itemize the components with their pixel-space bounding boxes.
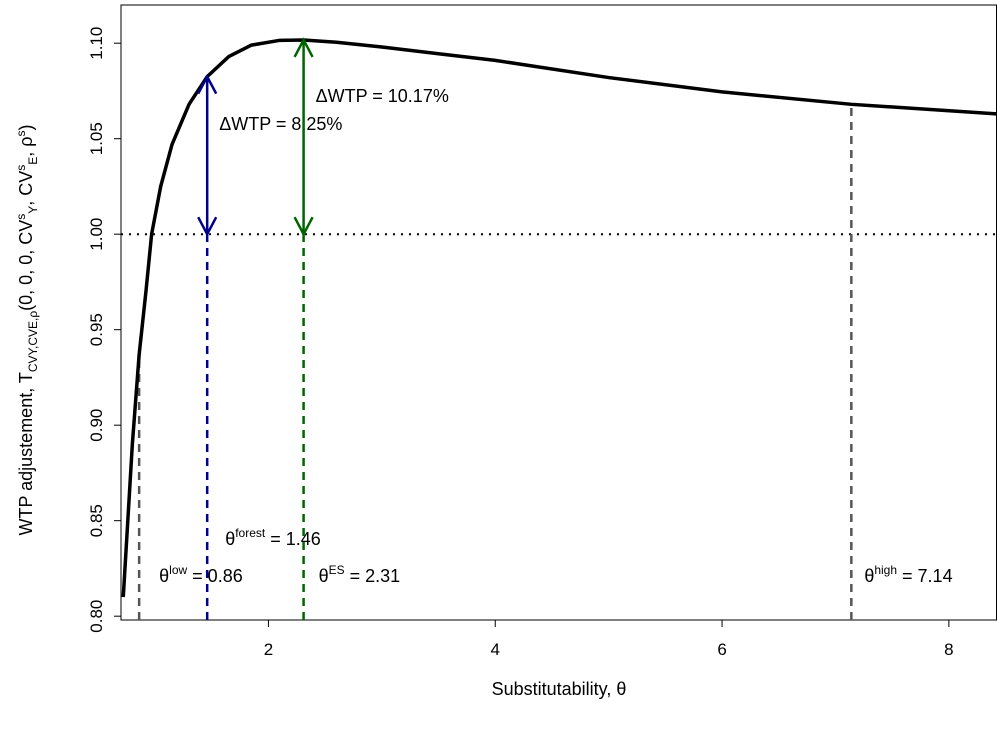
marker-value: = 1.46: [265, 529, 321, 549]
y-tick-label: 0.95: [87, 313, 106, 346]
y-tick-label: 0.85: [87, 504, 106, 537]
y-axis-label-part: , ρ: [16, 136, 36, 156]
marker-symbol: θ: [319, 566, 329, 586]
y-axis-label-part: WTP adjustement, T: [16, 372, 36, 535]
y-axis-label-part: (0, 0, 0, CV: [16, 220, 36, 311]
marker-value: = 0.86: [187, 566, 243, 586]
marker-label: θhigh = 7.14: [864, 563, 952, 586]
arrow-label: ΔWTP = 10.17%: [316, 86, 449, 106]
y-tick-label: 1.10: [87, 27, 106, 60]
y-tick-label: 1.05: [87, 122, 106, 155]
marker-superscript: forest: [235, 526, 266, 540]
y-axis-label-part: CVY,CVE,ρ: [26, 311, 40, 372]
curve: [121, 38, 997, 598]
marker-value: = 2.31: [345, 566, 401, 586]
x-axis-label: Substitutability, θ: [492, 679, 627, 699]
marker-label: θforest = 1.46: [225, 526, 321, 549]
marker-superscript: ES: [329, 563, 345, 577]
marker-superscript: low: [169, 563, 187, 577]
arrow-label: ΔWTP = 8.25%: [219, 114, 342, 134]
arrow-head: [197, 73, 218, 95]
y-axis-label-part: s: [14, 165, 28, 171]
marker-value: = 7.14: [897, 566, 953, 586]
x-tick-label: 8: [944, 640, 953, 659]
arrow-head: [293, 37, 314, 58]
marker-label: θlow = 0.86: [159, 563, 243, 586]
marker-symbol: θ: [159, 566, 169, 586]
x-tick-label: 4: [491, 640, 500, 659]
y-tick-label: 0.80: [87, 600, 106, 633]
marker-superscript: high: [874, 563, 897, 577]
x-tick-label: 6: [717, 640, 726, 659]
y-axis-label-part: s: [14, 214, 28, 220]
marker-label: θES = 2.31: [319, 563, 401, 586]
y-axis-label-part: ): [16, 124, 36, 130]
y-axis-label-part: Y: [26, 206, 40, 214]
y-axis-label-part: , CV: [16, 171, 36, 206]
arrow-head: [293, 216, 314, 237]
y-axis-label-part: E: [26, 157, 40, 165]
y-axis-label: WTP adjustement, TCVY,CVE,ρ(0, 0, 0, CVs…: [14, 124, 40, 535]
x-tick-label: 2: [264, 640, 273, 659]
y-tick-label: 0.90: [87, 409, 106, 442]
marker-symbol: θ: [864, 566, 874, 586]
y-tick-label: 1.00: [87, 218, 106, 251]
marker-symbol: θ: [225, 529, 235, 549]
arrow-head: [197, 216, 218, 237]
y-axis-label-part: s: [14, 130, 28, 136]
